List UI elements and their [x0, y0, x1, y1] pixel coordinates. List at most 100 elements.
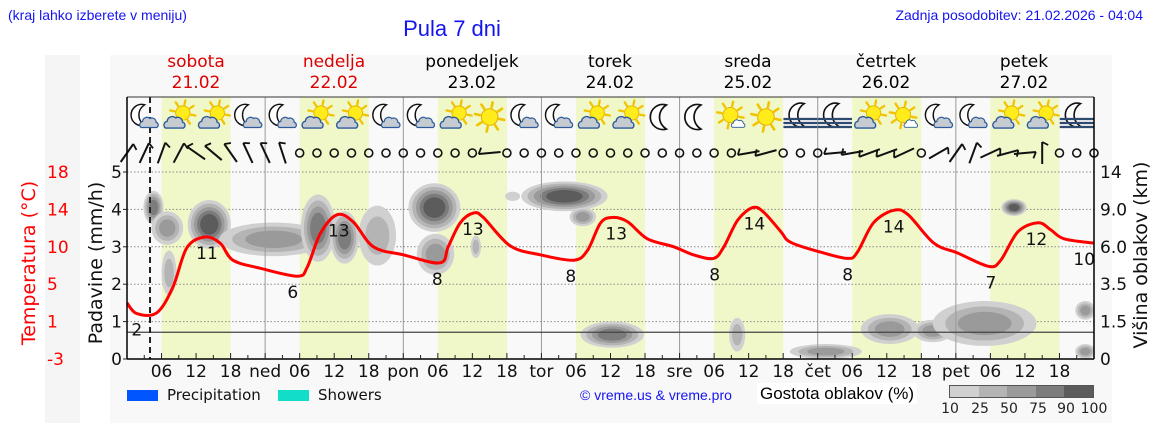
cloud-density-region — [148, 199, 159, 216]
wind-shaft — [204, 145, 223, 161]
cloud-density-region — [1080, 305, 1091, 316]
sun-ray — [328, 113, 335, 117]
sun-ray — [1046, 99, 1050, 106]
sun-ray — [188, 104, 195, 110]
cloud-icon — [730, 119, 746, 128]
wind-feather — [132, 143, 138, 151]
sun-cloud-icon — [992, 99, 1026, 129]
moon-icon — [683, 103, 703, 131]
wind-row — [119, 141, 1099, 164]
day-date: 24.02 — [585, 73, 635, 93]
sun-ray — [750, 112, 758, 117]
copyright-link[interactable]: © vreme.us & vreme.pro — [580, 387, 732, 403]
cloud-height-tick-label: 1.5 — [1100, 313, 1127, 333]
cloud-blob — [860, 314, 919, 345]
cloud-height-tick-label: 9.0 — [1100, 200, 1127, 220]
x-day-label: ned — [249, 362, 281, 382]
wind-shaft — [1013, 151, 1036, 155]
wind-barb-icon — [875, 148, 898, 158]
sun-ray — [220, 118, 226, 125]
wind-feather — [893, 150, 896, 158]
cloud-icon — [139, 116, 159, 129]
sun-ray — [203, 109, 211, 113]
cloud-blob — [470, 235, 481, 259]
density-swatch — [1035, 386, 1065, 397]
sun-ray — [880, 113, 888, 117]
cloud-density-region — [874, 321, 905, 337]
cloud-blob — [505, 191, 521, 201]
precipitation-tick-label: 2 — [111, 275, 122, 295]
cloud-shape — [967, 116, 988, 129]
cloud-icon — [277, 116, 297, 129]
wind-feather — [186, 142, 194, 148]
sun-ray — [730, 100, 735, 108]
sun-icon — [473, 101, 506, 133]
showers-legend-label: Showers — [318, 386, 382, 404]
sun-ray — [600, 118, 606, 125]
sun-ray — [635, 118, 640, 125]
cloud-density-scale — [949, 385, 1094, 398]
wind-barb-icon — [223, 142, 238, 163]
temperature-value-label: 8 — [432, 270, 443, 290]
cloud-icon — [301, 115, 324, 129]
day-name: sobota — [167, 52, 225, 72]
wind-feather — [278, 141, 286, 145]
sun-ray — [341, 109, 349, 113]
cloud-icon — [1026, 115, 1049, 129]
sun-ray — [583, 109, 590, 113]
calm-wind-icon — [381, 148, 391, 158]
sun-ray — [903, 100, 907, 108]
cloud-shape — [903, 119, 919, 128]
wind-feather — [736, 148, 741, 156]
wind-feather — [754, 149, 758, 157]
cloud-density-region — [164, 258, 174, 288]
day-date: 22.02 — [309, 73, 359, 93]
cloud-blob — [1001, 199, 1027, 216]
sun-cloud-icon — [197, 99, 232, 129]
sun-disc — [895, 107, 912, 123]
cloud-icon — [415, 116, 436, 129]
temperature-tick-label: -3 — [47, 350, 64, 370]
sun-ray — [618, 109, 625, 113]
sun-ray — [480, 103, 486, 111]
wind-shaft — [478, 151, 501, 155]
axes: 012345-31510141801.53.56.09.014Temperatu… — [18, 96, 1152, 370]
sun-ray — [496, 107, 504, 113]
cloud-density-region — [159, 219, 176, 237]
sun-cloud-icon — [439, 99, 473, 129]
sun-ray — [589, 101, 594, 108]
wind-feather — [976, 142, 983, 149]
wind-feather — [148, 142, 154, 149]
sun-ray — [1032, 109, 1039, 113]
cloud-density-region — [423, 197, 446, 218]
calm-wind-icon — [536, 148, 547, 158]
wind-barb-icon — [1013, 151, 1037, 159]
wind-feather — [840, 148, 845, 156]
sun-cloud-icon — [1026, 99, 1060, 129]
day-name: nedelja — [302, 52, 366, 72]
cloud-shape — [242, 116, 263, 129]
cloud-blob — [1075, 344, 1094, 359]
sun-ray — [1037, 101, 1043, 108]
cloud-shape — [933, 116, 954, 129]
wind-feather — [204, 142, 212, 147]
x-hour-label: 18 — [772, 362, 794, 382]
sun-ray — [1003, 101, 1009, 108]
wind-feather — [164, 142, 171, 149]
day-separators — [264, 97, 957, 359]
wind-barb-icon — [204, 142, 223, 161]
moon-shape — [683, 103, 703, 131]
sun-icon — [307, 99, 335, 127]
cloud-blob — [569, 207, 597, 227]
moon-icon — [649, 103, 669, 131]
daytime-band — [437, 97, 507, 359]
wind-shaft — [223, 143, 238, 163]
sun-ray — [770, 123, 776, 131]
cloud-shape — [139, 116, 159, 129]
density-tick: 100 — [1080, 401, 1108, 417]
calm-wind-icon — [1054, 148, 1065, 158]
sun-ray — [726, 122, 730, 130]
sun-ray — [717, 118, 725, 124]
cloud-icon — [439, 115, 462, 129]
